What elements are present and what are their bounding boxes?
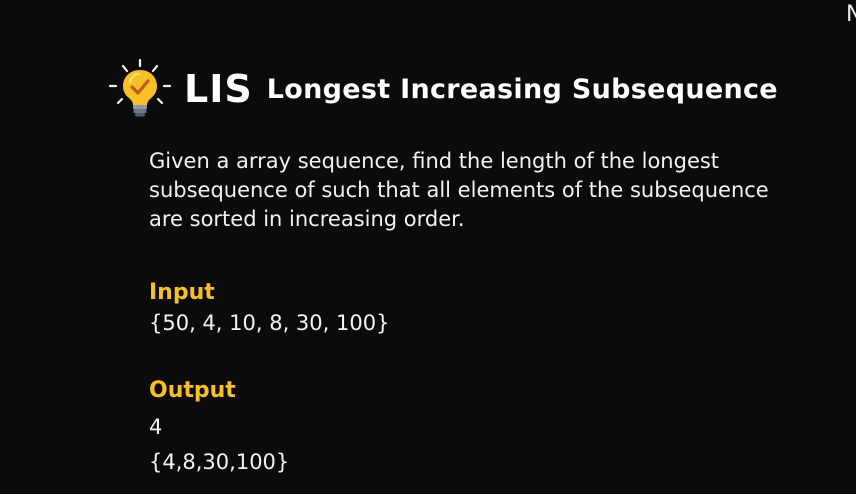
title-row: LIS Longest Increasing Subsequence bbox=[108, 58, 778, 120]
page-title: LIS bbox=[184, 67, 253, 111]
input-value: {50, 4, 10, 8, 30, 100} bbox=[149, 311, 390, 335]
output-length: 4 bbox=[149, 415, 163, 439]
input-label: Input bbox=[149, 280, 215, 305]
output-label: Output bbox=[149, 378, 236, 403]
corner-mark: N bbox=[846, 2, 856, 27]
output-sequence: {4,8,30,100} bbox=[149, 450, 290, 474]
problem-description: Given a array sequence, find the length … bbox=[149, 149, 769, 231]
lightbulb-check-icon bbox=[108, 58, 172, 117]
page-subtitle: Longest Increasing Subsequence bbox=[266, 73, 778, 105]
